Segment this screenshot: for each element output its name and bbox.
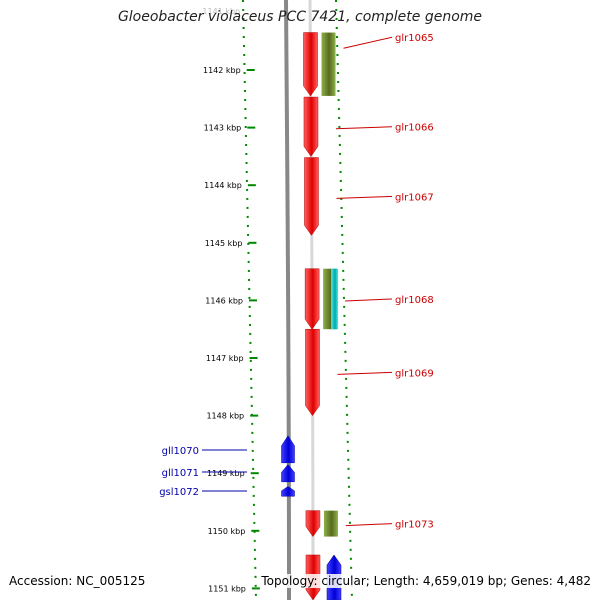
gene-glr1069-label: glr1069 (395, 368, 434, 379)
gene-glr1073-green-feature (323, 510, 338, 537)
ruler-label: 1148 kbp (206, 412, 244, 421)
ruler-label: 1145 kbp (205, 239, 243, 248)
backbone-line (284, 0, 291, 601)
gene-gsl1072-label: gsl1072 (159, 487, 199, 498)
ruler-label: 1142 kbp (203, 66, 241, 75)
genome-title: Gloeobacter violaceus PCC 7421, complete… (117, 9, 483, 25)
gene-glr1067-leader (336, 195, 393, 199)
gene-gll1070-label: gll1070 (162, 446, 199, 457)
ruler-label: 1151 kbp (208, 584, 246, 593)
gene-glr1068-leader (345, 298, 393, 302)
gene-gll1071-label: gll1071 (162, 468, 199, 479)
gene-glr1067-arrow (304, 157, 319, 236)
accession-text: Accession: NC_005125 (8, 574, 147, 588)
gene-glr1073-leader (345, 523, 393, 527)
gene-gll1070-arrow (281, 435, 295, 464)
gene-gsl1072-arrow (281, 486, 295, 497)
gene-gll1071-arrow (281, 464, 295, 483)
ruler-label-partial: 1141 kbp (202, 7, 240, 16)
ruler-label: 1144 kbp (204, 181, 242, 190)
ruler-label: 1150 kbp (208, 527, 246, 536)
gene-glr1066-label: glr1066 (395, 123, 434, 134)
ruler-label: 1143 kbp (204, 124, 242, 133)
right-dotted-border (335, 0, 353, 601)
gene-glr1068-cyan-feature (331, 268, 339, 330)
ruler-label: 1147 kbp (206, 354, 244, 363)
ruler-label: 1146 kbp (205, 296, 243, 305)
gene-glr1069-arrow (305, 328, 320, 417)
gene-glr1065-leader (343, 36, 393, 49)
gene-glr1066-leader (335, 126, 393, 130)
gene-glr1067-label: glr1067 (395, 192, 434, 203)
topology-text: Topology: circular; Length: 4,659,019 bp… (260, 574, 592, 588)
gene-glr1073-arrow (305, 510, 321, 537)
gene-glr1068-label: glr1068 (395, 295, 434, 306)
gene-glr1066-arrow (303, 96, 319, 157)
ruler-label: 1149 kbp (207, 469, 245, 478)
gene-glr1065-green-feature (321, 32, 336, 96)
gene-glr1073-label: glr1073 (395, 520, 434, 531)
left-dotted-border (242, 0, 257, 601)
gene-glr1065-label: glr1065 (395, 33, 434, 44)
gene-glr1065-arrow (303, 32, 318, 97)
gene-glr1069-leader (337, 371, 393, 375)
gene-glr1068-arrow (304, 268, 320, 330)
